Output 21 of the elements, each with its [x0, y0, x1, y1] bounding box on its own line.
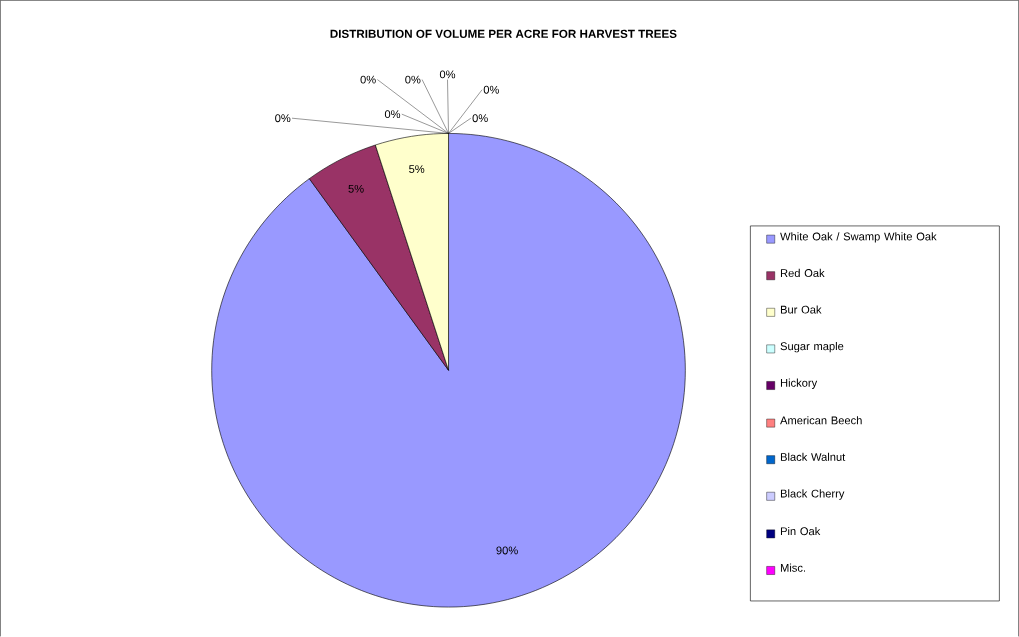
chart-title: DISTRIBUTION OF VOLUME PER ACRE FOR HARVEST TREES: [330, 29, 677, 39]
text: 0%: [360, 75, 376, 84]
data-label: 5%: [348, 184, 364, 193]
legend-label: Bur Oak: [780, 305, 822, 314]
text: 0%: [483, 85, 499, 94]
data-label: 5%: [409, 165, 425, 174]
text: 0%: [439, 70, 456, 79]
legend-label: Black Cherry: [780, 489, 845, 500]
text: 0%: [472, 114, 488, 123]
legend-label: Red Oak: [780, 268, 825, 278]
text: 0%: [275, 114, 291, 123]
legend-label: American Beech: [780, 416, 862, 425]
legend-label: Hickory: [780, 378, 818, 390]
legend-label: White Oak / Swamp White Oak: [780, 232, 937, 243]
legend-label: Misc.: [780, 563, 806, 572]
text: 0%: [384, 110, 401, 119]
data-label: 90%: [496, 546, 518, 555]
legend-label: Pin Oak: [780, 527, 821, 536]
text: 0%: [405, 75, 421, 84]
legend-label: Sugar maple: [780, 342, 844, 353]
legend-label: Black Walnut: [780, 452, 846, 462]
